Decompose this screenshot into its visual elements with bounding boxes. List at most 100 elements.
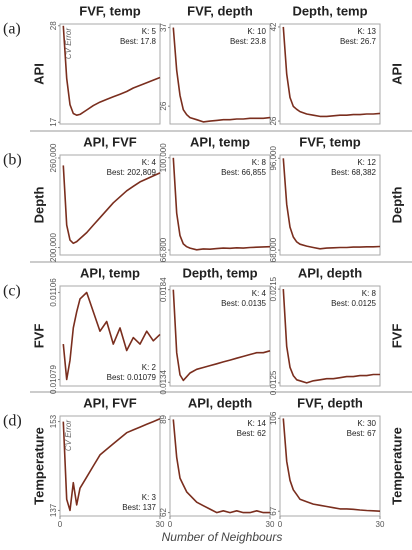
annotation: Best: 137 [122, 503, 156, 512]
cv-error-line [282, 26, 381, 118]
y-tick-label: 66,800 [159, 237, 168, 262]
annotation: Best: 17.8 [120, 37, 157, 46]
panel-title: Depth, temp [182, 265, 257, 280]
panel-title: API, temp [80, 265, 140, 280]
annotation: Best: 62 [237, 429, 267, 438]
annotation: K: 4 [142, 158, 157, 167]
y-tick-label: 260,000 [49, 143, 58, 172]
panel-title: FVF, temp [299, 134, 360, 149]
annotation: Best: 0.0135 [221, 299, 266, 308]
row-name: FVF [31, 324, 46, 349]
annotation: Best: 202,809 [107, 168, 157, 177]
y-tick-label: 0.0125 [269, 370, 278, 395]
y-tick-label: 17 [49, 117, 58, 126]
y-tick-label: 0.0184 [159, 277, 168, 302]
row-name: Depth [31, 187, 46, 224]
panel-frame [169, 154, 271, 256]
y-tick-label: 0.01106 [49, 278, 58, 307]
cv-error-line [282, 289, 380, 384]
annotation: Best: 68,382 [331, 168, 376, 177]
annotation: Best: 23.8 [230, 37, 267, 46]
y-tick-label: 96,000 [269, 145, 278, 170]
panel-frame [279, 23, 381, 125]
panel-frame [279, 415, 381, 517]
x-tick-label: 0 [58, 520, 63, 529]
cv-error-line [62, 25, 161, 116]
y-tick-label: 200,000 [49, 233, 58, 262]
y-tick-label: 0.01079 [49, 365, 58, 394]
x-tick-label: 0 [278, 520, 283, 529]
annotation: Best: 67 [347, 429, 377, 438]
y-axis-label: CV Error [64, 28, 73, 59]
annotation: K: 13 [357, 27, 376, 36]
row-letter: (d) [3, 413, 22, 430]
y-tick-label: 100,000 [159, 143, 168, 172]
panel-frame [59, 23, 161, 125]
annotation: Best: 26.7 [340, 37, 377, 46]
x-tick-label: 30 [266, 520, 275, 529]
panel-frame [169, 285, 271, 387]
annotation: K: 30 [357, 419, 376, 428]
y-tick-label: 28 [49, 21, 58, 30]
y-tick-label: 26 [269, 116, 278, 125]
y-tick-label: 37 [159, 23, 168, 32]
y-tick-label: 137 [49, 503, 58, 517]
y-tick-label: 106 [269, 411, 278, 425]
panel-frame [279, 285, 381, 387]
cv-error-line [62, 418, 161, 512]
panel-title: API, depth [298, 265, 362, 280]
cv-error-line [62, 291, 161, 381]
row-letter: (c) [3, 283, 21, 300]
annotation: K: 10 [247, 27, 266, 36]
row-name: Depth [389, 187, 404, 224]
x-tick-label: 0 [168, 520, 173, 529]
annotation: K: 3 [142, 493, 157, 502]
panel-title: Depth, temp [292, 3, 367, 18]
y-tick-label: 42 [269, 22, 278, 31]
annotation: K: 4 [252, 289, 267, 298]
annotation: K: 14 [247, 419, 266, 428]
panel-frame [169, 415, 271, 517]
y-tick-label: 89 [159, 414, 168, 423]
panel-title: API, FVF [83, 134, 137, 149]
y-tick-label: 153 [49, 414, 58, 428]
y-axis-label: CV Error [64, 420, 73, 451]
x-tick-label: 30 [376, 520, 385, 529]
x-tick-label: 30 [156, 520, 165, 529]
panel-title: FVF, depth [187, 3, 253, 18]
panel-title: FVF, depth [297, 395, 363, 410]
y-tick-label: 0.0215 [269, 276, 278, 301]
cv-error-line [282, 158, 381, 250]
y-tick-label: 67 [269, 506, 278, 515]
y-tick-label: 26 [159, 101, 168, 110]
panel-frame [169, 23, 271, 125]
cv-error-line [172, 157, 271, 251]
panel-frame [59, 154, 161, 256]
panel-title: API, depth [188, 395, 252, 410]
annotation: Best: 0.0125 [331, 299, 376, 308]
y-tick-label: 68,000 [269, 237, 278, 262]
row-name: FVF [389, 324, 404, 349]
row-name: API [31, 63, 46, 85]
y-tick-label: 62 [159, 508, 168, 517]
row-name: Temperature [31, 427, 46, 505]
annotation: K: 8 [362, 289, 377, 298]
row-letter: (b) [3, 152, 22, 169]
panel-title: API, temp [190, 134, 250, 149]
panel-frame [59, 285, 161, 387]
cv-error-line [172, 289, 271, 382]
annotation: K: 12 [357, 158, 376, 167]
panel-title: FVF, temp [79, 3, 140, 18]
panel-title: API, FVF [83, 395, 137, 410]
cv-error-line [282, 418, 381, 512]
annotation: Best: 0.01079 [107, 373, 157, 382]
panel-frame [59, 415, 161, 517]
annotation: K: 2 [142, 363, 157, 372]
cv-error-line [62, 165, 161, 245]
annotation: Best: 66,855 [221, 168, 266, 177]
cv-error-line [172, 27, 271, 123]
row-name: API [389, 63, 404, 85]
annotation: K: 8 [252, 158, 267, 167]
annotation: K: 5 [142, 27, 157, 36]
